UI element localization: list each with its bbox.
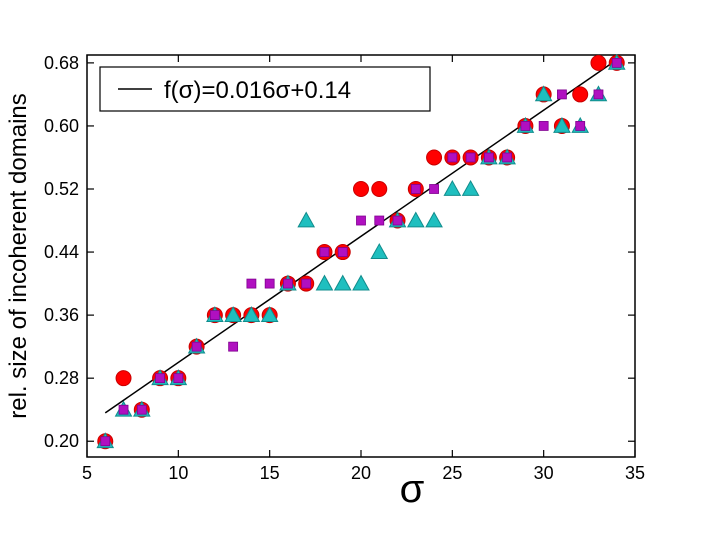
y-tick-label: 0.60 [44, 116, 79, 136]
data-point-triangle [224, 306, 242, 323]
data-point-triangle [260, 306, 279, 323]
x-tick-label: 25 [442, 463, 462, 483]
x-axis-ticks: 5 10 15 20 25 30 35 [82, 55, 645, 483]
data-point-triangle [352, 274, 370, 291]
data-point-triangle [242, 306, 261, 323]
data-point-square [410, 184, 421, 194]
data-point-triangle [461, 179, 480, 196]
data-point-circle [426, 149, 443, 166]
data-point-circle [590, 54, 607, 71]
data-point-square [209, 310, 220, 321]
data-point-triangle [443, 179, 462, 196]
data-point-triangle [297, 211, 316, 228]
data-point-square [465, 152, 476, 163]
data-point-square [392, 215, 403, 226]
y-axis-label: rel. size of incoherent domains [5, 93, 32, 419]
data-point-square [136, 404, 147, 415]
x-tick-label: 15 [260, 463, 280, 483]
data-point-square [575, 121, 586, 131]
y-tick-label: 0.36 [44, 305, 79, 325]
fit-line [104, 59, 618, 414]
data-point-square [429, 184, 439, 194]
data-point-square [593, 89, 604, 100]
data-point-circle [115, 370, 132, 387]
data-point-square [374, 215, 385, 226]
legend-box [99, 66, 431, 112]
data-markers [96, 53, 626, 450]
data-point-circle [572, 86, 589, 103]
data-point-square [557, 89, 567, 100]
x-axis-label: σ [400, 467, 425, 511]
data-point-square [319, 247, 330, 257]
fit-line-layer [104, 59, 618, 414]
data-point-triangle [315, 274, 334, 291]
data-point-square [520, 121, 531, 131]
data-point-square [100, 436, 111, 447]
data-point-triangle [425, 211, 443, 228]
data-point-triangle [534, 85, 553, 102]
x-tick-label: 35 [625, 463, 645, 483]
data-point-square [483, 152, 494, 163]
plot-frame [86, 54, 636, 458]
legend: f(σ)=0.016σ+0.14 [99, 66, 431, 112]
y-tick-label: 0.20 [44, 431, 79, 451]
data-point-triangle [406, 211, 425, 228]
legend-entry-fit: f(σ)=0.016σ+0.14 [164, 77, 351, 104]
plot-area [86, 54, 636, 458]
data-point-triangle [333, 274, 352, 291]
data-point-square [538, 121, 549, 131]
data-point-square [246, 278, 257, 289]
y-tick-label: 0.44 [44, 242, 79, 262]
x-tick-label: 5 [82, 463, 92, 483]
x-tick-label: 10 [168, 463, 188, 483]
y-axis-ticks: 0.20 0.28 0.36 0.44 0.52 0.60 0.68 [44, 53, 635, 451]
data-point-square [228, 341, 239, 352]
data-point-square [301, 278, 312, 289]
x-tick-label: 30 [534, 463, 554, 483]
data-point-square [191, 341, 202, 352]
y-tick-label: 0.68 [44, 53, 79, 73]
data-point-triangle [553, 116, 571, 133]
data-point-square [155, 373, 165, 384]
y-tick-label: 0.28 [44, 368, 79, 388]
data-point-circle [371, 181, 388, 197]
data-point-square [337, 247, 348, 257]
data-point-square [283, 278, 293, 289]
data-point-circle [353, 181, 369, 197]
data-point-square [611, 57, 622, 68]
data-point-square [356, 215, 366, 226]
y-tick-label: 0.52 [44, 179, 79, 199]
data-point-square [264, 278, 275, 289]
data-point-triangle [370, 243, 389, 259]
data-point-square [447, 152, 458, 163]
data-point-square [502, 152, 513, 163]
data-point-square [173, 373, 184, 384]
data-point-square [118, 404, 129, 415]
x-tick-label: 20 [351, 463, 371, 483]
